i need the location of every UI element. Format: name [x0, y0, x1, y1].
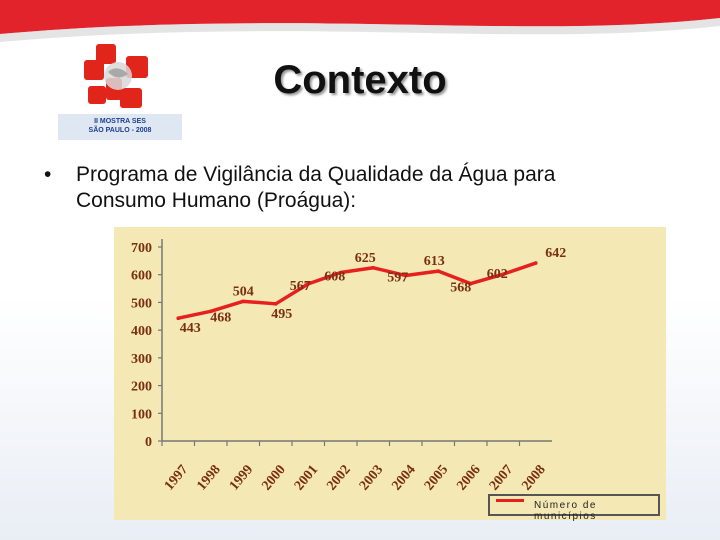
chart-legend: Número de municípios — [488, 494, 660, 522]
x-tick-label: 1998 — [194, 462, 223, 493]
data-point — [208, 309, 213, 314]
data-point — [306, 282, 311, 286]
x-tick-label: 2004 — [389, 462, 418, 493]
data-label: 608 — [324, 269, 345, 284]
legend-label: Número de municípios — [534, 500, 597, 522]
data-label: 567 — [290, 279, 311, 294]
y-tick-label: 0 — [145, 435, 152, 450]
y-tick-label: 700 — [131, 241, 152, 256]
x-tick-label: 2000 — [259, 462, 288, 493]
data-label: 568 — [450, 281, 471, 296]
data-label: 495 — [271, 307, 292, 322]
y-tick-label: 300 — [131, 352, 152, 367]
data-point — [338, 270, 343, 275]
bullet-symbol: • — [44, 163, 52, 186]
x-tick-label: 2006 — [454, 462, 483, 493]
logo-caption-line1: II MOSTRA SES — [94, 118, 146, 125]
y-tick-label: 100 — [131, 407, 152, 422]
logo-caption-line2: SÃO PAULO - 2008 — [88, 127, 152, 134]
data-label: 613 — [424, 254, 445, 269]
data-label: 504 — [233, 284, 254, 299]
y-tick-label: 200 — [131, 380, 152, 395]
series-line — [176, 261, 538, 320]
y-tick-label: 600 — [131, 269, 152, 284]
data-label: 602 — [487, 267, 508, 282]
data-point — [241, 299, 246, 304]
x-tick-label: 2001 — [292, 462, 321, 493]
data-label: 443 — [180, 321, 201, 336]
data-point — [403, 273, 408, 278]
chart-area: 0 100 200 300 400 500 600 700 1997 1998 1999 2000 20… — [114, 227, 666, 522]
slide-title: Contexto — [273, 58, 447, 102]
bullet-line-2: Consumo Humano (Proágua): — [76, 189, 357, 212]
data-point — [176, 316, 181, 321]
x-tick-label: 2008 — [519, 462, 548, 493]
data-label: 468 — [210, 310, 231, 325]
x-tick-label: 2007 — [487, 462, 516, 493]
data-point — [468, 281, 473, 286]
data-label: 625 — [355, 251, 376, 266]
data-point — [273, 302, 278, 306]
bullet-line-1: Programa de Vigilância da Qualidade da Á… — [76, 163, 556, 186]
data-point — [436, 269, 441, 273]
y-tick-label: 500 — [131, 296, 152, 311]
mostra-ses-logo — [84, 44, 148, 108]
header-band — [0, 0, 720, 42]
data-point — [371, 265, 376, 270]
y-tick-label: 400 — [131, 324, 152, 339]
x-tick-label: 1997 — [162, 462, 191, 493]
legend-swatch — [496, 499, 524, 502]
data-label: 642 — [545, 246, 566, 261]
logo-caption: II MOSTRA SES SÃO PAULO - 2008 — [58, 114, 182, 140]
data-point — [533, 261, 538, 265]
x-tick-label: 2003 — [357, 462, 386, 493]
bullet-item: • Programa de Vigilância da Qualidade da… — [44, 162, 664, 214]
x-tick-label: 1999 — [227, 462, 256, 493]
data-point — [501, 272, 506, 276]
data-label: 597 — [387, 271, 408, 286]
x-tick-label: 2002 — [324, 462, 353, 493]
x-tick-label: 2005 — [422, 462, 451, 493]
